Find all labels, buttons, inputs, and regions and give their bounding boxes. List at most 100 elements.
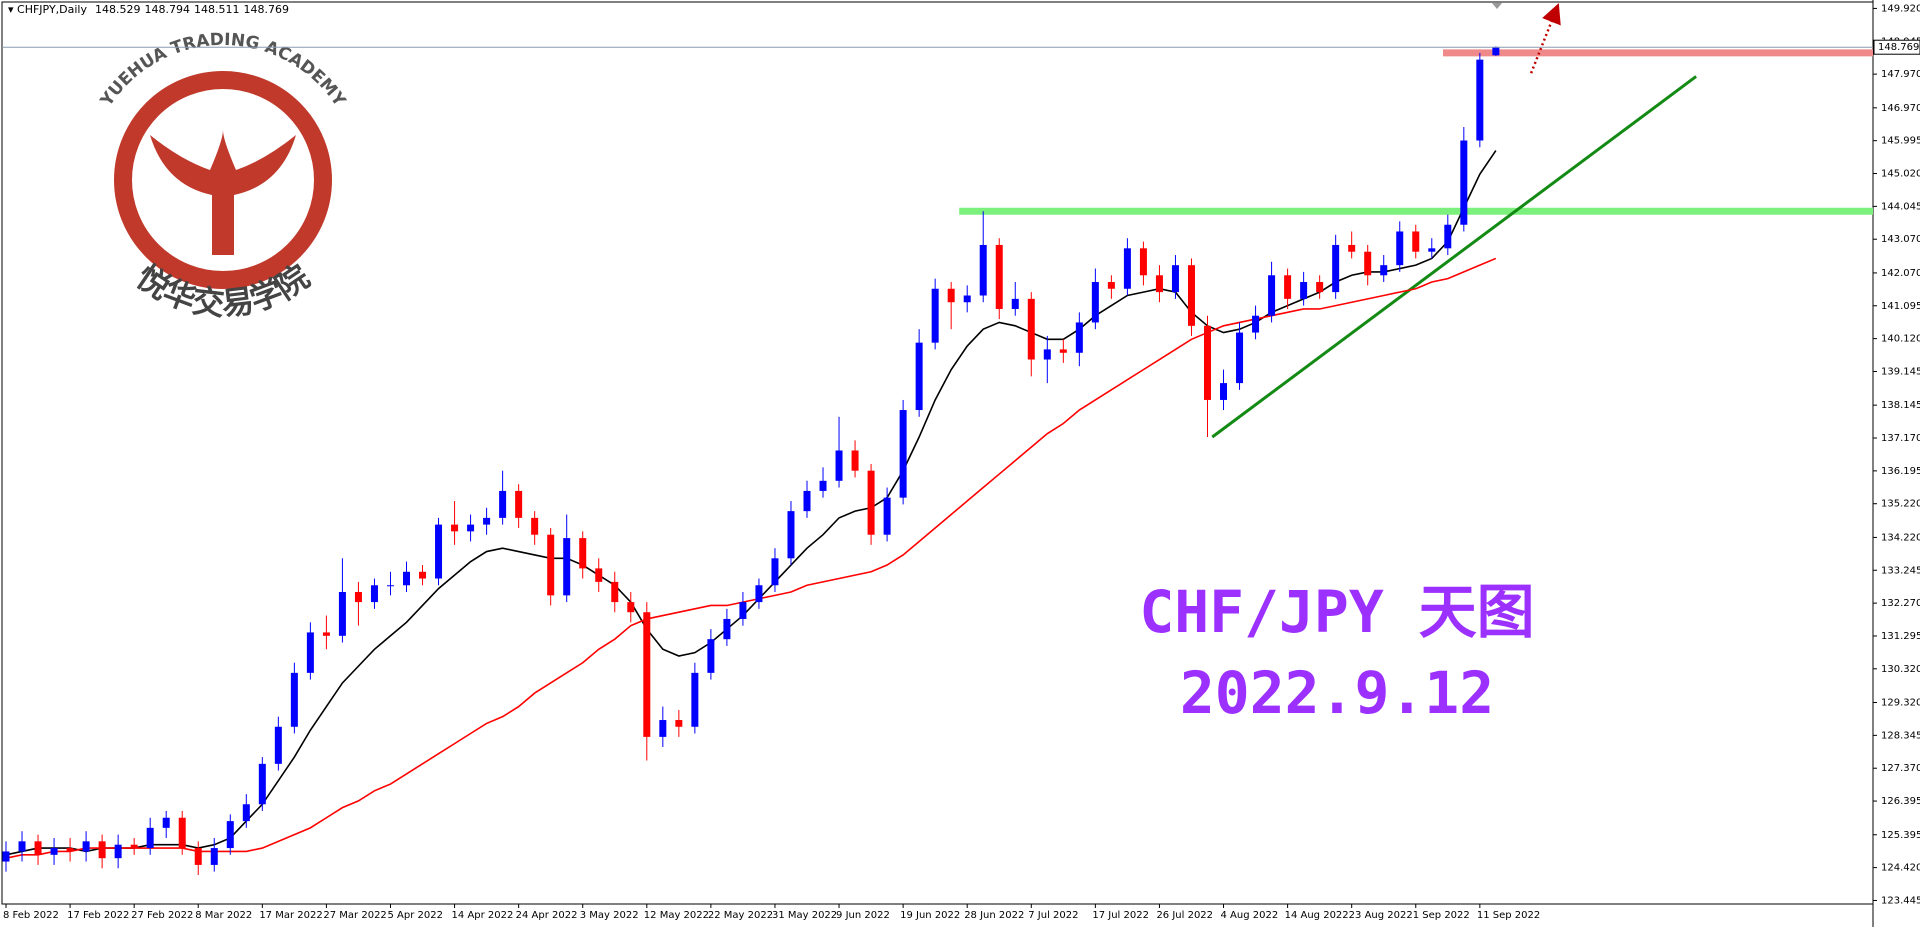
y-tick-label: 125.395 (1881, 830, 1920, 841)
x-tick-label: 31 May 2022 (772, 910, 837, 921)
candle-body (739, 602, 747, 619)
candle-body (1380, 265, 1388, 276)
candle-body (659, 720, 667, 737)
candle-body (867, 470, 875, 535)
y-tick-label: 145.020 (1881, 169, 1920, 180)
candle-body (370, 585, 378, 603)
shift-marker (1492, 3, 1502, 9)
candle-body (755, 585, 763, 603)
x-tick-label: 28 Jun 2022 (964, 910, 1024, 921)
candle-body (1204, 325, 1211, 400)
candle-body (707, 639, 715, 673)
x-tick-label: 4 Aug 2022 (1221, 910, 1279, 921)
candle-body (1332, 244, 1340, 293)
y-tick-label: 143.070 (1881, 234, 1920, 245)
y-tick-label: 132.270 (1881, 598, 1920, 609)
x-tick-label: 22 May 2022 (708, 910, 773, 921)
candle-body (354, 591, 362, 603)
candle-body (1460, 140, 1468, 225)
candle-body (1220, 383, 1228, 400)
candle-body (1316, 282, 1324, 293)
candle-body (1043, 349, 1051, 360)
candle-body (803, 490, 811, 512)
x-tick-label: 19 Jun 2022 (900, 910, 960, 921)
candle-body (322, 632, 330, 636)
candle-body (531, 517, 539, 535)
x-tick-label: 5 Apr 2022 (387, 910, 442, 921)
candle-body (611, 581, 619, 603)
candle-body (162, 817, 170, 828)
candle-body (258, 763, 266, 805)
candle-body (1252, 315, 1260, 333)
candle-body (723, 618, 731, 640)
y-tick-label: 137.170 (1881, 433, 1920, 444)
current-price-box (1873, 39, 1920, 55)
candle-body (242, 804, 250, 822)
candle-body (210, 848, 218, 865)
candle-body (1300, 282, 1308, 299)
x-tick-label: 17 Jul 2022 (1092, 910, 1149, 921)
candle-body (1284, 275, 1292, 299)
candle-body (1139, 248, 1147, 276)
candle-body (1107, 282, 1115, 289)
y-tick-label: 146.970 (1881, 103, 1920, 114)
candle-body (18, 841, 26, 852)
annotation: CHF/JPY 天图 (1139, 578, 1534, 646)
x-tick-label: 12 May 2022 (644, 910, 709, 921)
candle-body (178, 817, 186, 849)
y-tick-label: 131.295 (1881, 631, 1920, 642)
y-tick-label: 135.220 (1881, 499, 1920, 510)
x-tick-label: 24 Apr 2022 (516, 910, 578, 921)
candle-body (1492, 47, 1500, 56)
candle-body (1059, 349, 1067, 353)
drawings (959, 3, 1873, 439)
candle-body (851, 450, 859, 471)
candle-body (34, 841, 42, 855)
y-tick-label: 140.120 (1881, 334, 1920, 345)
candle-body (1123, 248, 1131, 289)
ohlc-high: 148.794 (145, 3, 191, 16)
x-tick-label: 17 Mar 2022 (259, 910, 322, 921)
y-tick-label: 130.320 (1881, 664, 1920, 675)
candle-body (1236, 332, 1244, 384)
candle-body (194, 848, 202, 865)
x-tick-label: 11 Sep 2022 (1477, 910, 1540, 921)
candle-body (947, 288, 955, 303)
moving-average (5, 257, 1497, 859)
candle-body (547, 534, 555, 596)
y-tick-label: 127.370 (1881, 763, 1920, 774)
y-tick-label: 145.995 (1881, 136, 1920, 147)
y-tick-label: 136.195 (1881, 466, 1920, 477)
candle-body (515, 490, 523, 518)
x-tick-label: 27 Mar 2022 (323, 910, 386, 921)
candle-body (1171, 265, 1179, 293)
candle-body (1155, 275, 1163, 293)
x-tick-label: 8 Mar 2022 (195, 910, 252, 921)
x-tick-label: 9 Jun 2022 (836, 910, 890, 921)
x-tick-label: 14 Aug 2022 (1285, 910, 1349, 921)
candle-body (691, 672, 699, 727)
y-tick-label: 142.070 (1881, 268, 1920, 279)
candle-body (130, 844, 138, 849)
candle-body (819, 480, 827, 491)
candle-body (1268, 275, 1276, 316)
candle-body (274, 726, 282, 764)
y-tick-label: 126.395 (1881, 796, 1920, 807)
candle-body (419, 571, 427, 579)
header: ▾ CHFJPY,Daily 148.529 148.794 148.511 148.7… (8, 3, 289, 16)
logo-ring (114, 71, 332, 289)
candle-body (1364, 251, 1372, 276)
candle-body (1396, 231, 1404, 266)
candle-body (467, 524, 475, 532)
x-tick-label: 23 Aug 2022 (1349, 910, 1413, 921)
trend-line (1211, 75, 1698, 439)
x-tick-label: 26 Jul 2022 (1156, 910, 1213, 921)
candle-body (306, 632, 314, 673)
candle-body (787, 511, 795, 559)
candle-body (1187, 265, 1195, 326)
x-tick-label: 7 Jul 2022 (1028, 910, 1078, 921)
current-price-label: 148.769 (1878, 42, 1919, 53)
y-tick-label: 128.345 (1881, 730, 1920, 741)
candle-body (579, 538, 587, 569)
